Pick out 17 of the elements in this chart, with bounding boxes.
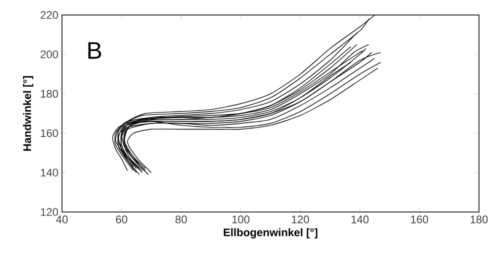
y-tick-label: 120 [40,208,58,216]
y-tick-label: 220 [40,11,58,19]
x-tick-label: 120 [292,216,310,224]
annotation: B [88,42,102,59]
x-axis-title: Ellbogenwinkel [°] [224,228,318,238]
y-tick-label: 200 [40,50,58,58]
x-tick-label: 40 [56,216,68,224]
y-tick-label: 160 [40,129,58,138]
x-tick-label: 140 [352,216,369,224]
y-tick-label: 140 [40,168,58,176]
x-tick-label: 60 [116,216,128,224]
x-tick-label: 100 [232,216,250,224]
x-tick-label: 180 [470,216,488,224]
x-tick-label: 160 [411,216,428,224]
y-tick-label: 180 [40,90,58,98]
y-axis-title: Handwinkel [°] [23,76,34,151]
x-tick-label: 80 [176,216,187,224]
